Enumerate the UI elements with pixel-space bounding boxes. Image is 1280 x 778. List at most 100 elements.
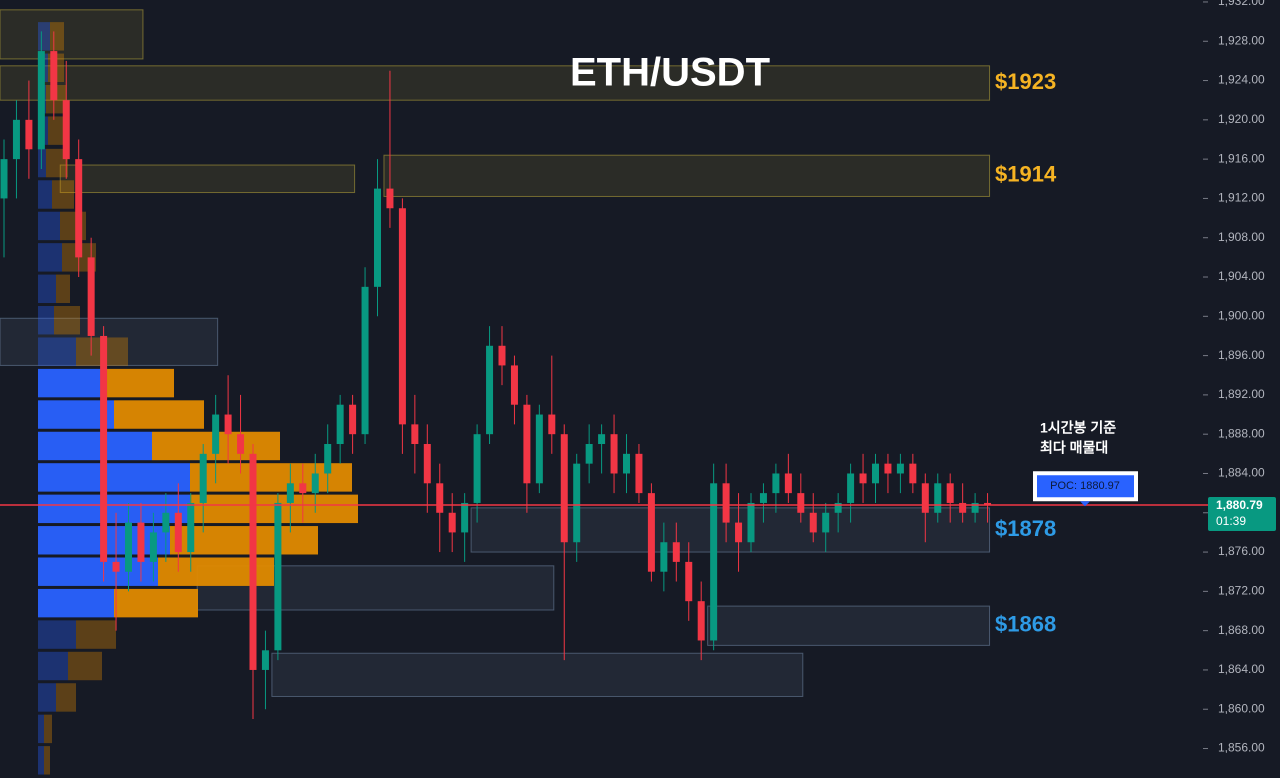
candle-body	[311, 473, 319, 494]
candle-body	[735, 522, 743, 543]
candle-body	[984, 502, 992, 506]
poc-box-inner	[1037, 475, 1134, 498]
profile-sell	[52, 180, 74, 209]
y-tick-label: 1,892.00	[1218, 387, 1265, 401]
profile-sell	[170, 526, 318, 555]
y-tick-label: 1,912.00	[1218, 191, 1265, 205]
zone-label: $1868	[995, 612, 1056, 637]
zone	[271, 652, 804, 697]
profile-buy	[38, 211, 60, 241]
candle-body	[573, 463, 581, 543]
candle-body	[324, 444, 332, 474]
candle-body	[697, 601, 705, 641]
profile-buy	[38, 431, 152, 461]
candle-body	[361, 286, 369, 435]
poc-label: POC: 1880.97	[1050, 480, 1120, 492]
candle-body	[971, 502, 979, 513]
candle-body	[237, 434, 245, 454]
candle-body	[87, 257, 95, 336]
profile-sell	[48, 116, 66, 145]
candle-body	[523, 404, 531, 484]
candle-body	[448, 512, 456, 533]
zone	[59, 164, 356, 194]
profile-buy	[38, 306, 54, 335]
candle-body	[473, 434, 481, 503]
zone-label: $1923	[995, 69, 1056, 94]
profile-sell	[190, 494, 358, 524]
profile-sell	[158, 557, 274, 586]
annotation: 최다 매물대	[1040, 440, 1108, 456]
candle-body	[809, 512, 817, 533]
candle-body	[660, 542, 668, 572]
profile-sell	[68, 651, 102, 681]
annotation: 1시간봉 기준	[1040, 420, 1116, 436]
candle-body	[187, 502, 195, 553]
profile-sell	[56, 683, 76, 712]
y-tick-label: 1,872.00	[1218, 584, 1265, 598]
profile-buy	[38, 22, 50, 51]
candle-body	[585, 444, 593, 464]
profile-buy	[38, 588, 114, 618]
candle-body	[0, 159, 8, 199]
candle-body	[37, 51, 45, 150]
candle-body	[710, 483, 718, 641]
candle-body	[747, 502, 755, 543]
profile-buy	[38, 368, 102, 398]
candle-body	[286, 483, 294, 503]
candle-body	[859, 473, 867, 484]
candle-body	[224, 414, 232, 435]
candle-body	[834, 502, 842, 513]
y-tick-label: 1,920.00	[1218, 112, 1265, 126]
candle-body	[510, 365, 518, 405]
y-tick-label: 1,864.00	[1218, 662, 1265, 676]
profile-buy	[38, 714, 44, 744]
candle-body	[722, 483, 730, 523]
candle-body	[336, 404, 344, 445]
candle-body	[486, 345, 494, 435]
y-tick-label: 1,884.00	[1218, 466, 1265, 480]
profile-buy	[38, 557, 158, 586]
profile-sell	[76, 620, 116, 649]
profile-buy	[38, 746, 44, 775]
candle-body	[610, 434, 618, 474]
candle-body	[909, 463, 917, 484]
candle-body	[125, 522, 132, 572]
price-badge	[1208, 497, 1276, 532]
y-tick-label: 1,856.00	[1218, 741, 1265, 755]
profile-sell	[54, 306, 80, 335]
candle-body	[946, 483, 954, 503]
y-tick-label: 1,896.00	[1218, 348, 1265, 362]
candle-body	[174, 512, 182, 553]
candle-body	[772, 473, 780, 494]
candle-body	[934, 483, 942, 513]
zone-label: $1878	[995, 516, 1056, 541]
profile-sell	[114, 588, 198, 618]
price-badge-label: 1,880.79	[1216, 498, 1263, 512]
candle-body	[423, 444, 431, 484]
profile-sell	[56, 274, 70, 304]
candle-body	[25, 119, 33, 150]
candle-body	[548, 414, 556, 435]
candle-body	[274, 502, 282, 651]
candle-body	[100, 335, 108, 562]
candle-body	[12, 119, 20, 160]
candle-body	[921, 483, 929, 513]
zones: $1923 $1914 $1878 $1868	[0, 9, 1057, 697]
candle-body	[647, 493, 655, 572]
candle-body	[62, 100, 70, 160]
zone	[0, 9, 144, 60]
candle-body	[635, 453, 643, 494]
candle-body	[797, 493, 805, 513]
candle-body	[137, 522, 145, 562]
profile-buy	[38, 463, 190, 492]
profile-buy	[38, 148, 46, 178]
candle-body	[784, 473, 792, 494]
candle-body	[498, 345, 506, 366]
zone	[707, 605, 991, 646]
y-tick-label: 1,888.00	[1218, 426, 1265, 440]
profile-sell	[46, 148, 68, 178]
zone	[0, 317, 219, 366]
y-tick-label: 1,904.00	[1218, 269, 1265, 283]
candle-body	[112, 561, 120, 572]
profile-buy	[38, 620, 76, 649]
